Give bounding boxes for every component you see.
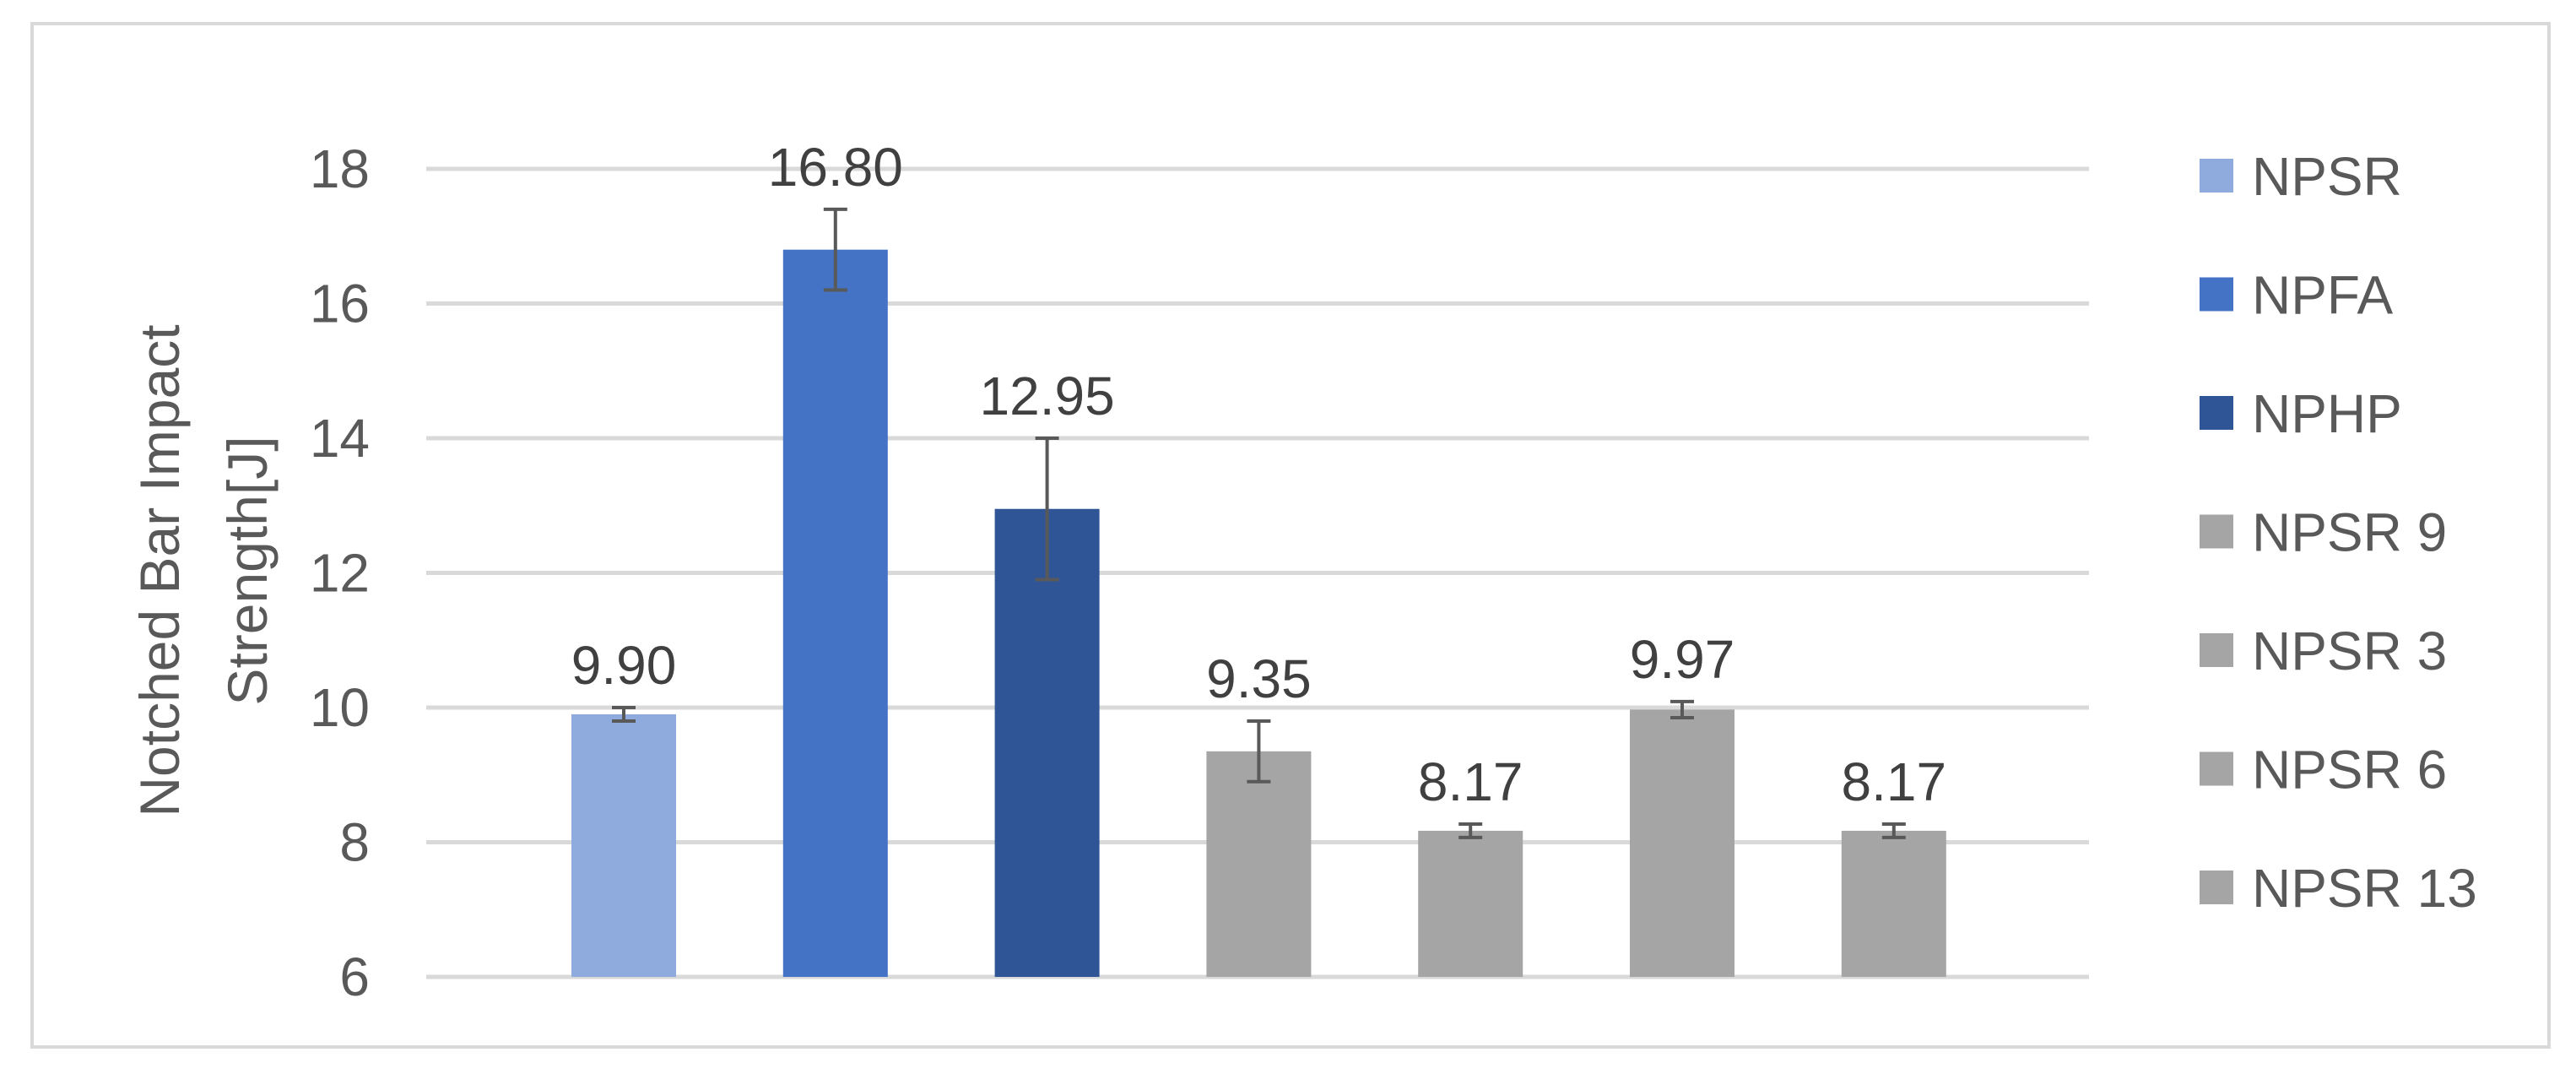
data-labels: 9.90 16.80 12.95 9.35 8.17 9.97 8.17 (571, 137, 1946, 812)
legend-swatch (2200, 633, 2233, 667)
legend-label: NPSR 9 (2252, 502, 2447, 563)
gridlines (426, 166, 2089, 979)
legend-swatch (2200, 751, 2233, 786)
y-tick-label: 16 (310, 274, 370, 334)
legend-label: NPSR 3 (2252, 621, 2447, 681)
y-tick-label: 12 (310, 543, 370, 604)
bar (782, 249, 888, 977)
data-label: 9.90 (571, 635, 677, 696)
y-axis-title-line: Notched Bar Impact (128, 324, 191, 816)
bar (1418, 830, 1523, 977)
data-label: 8.17 (1842, 751, 1947, 812)
bar (1206, 751, 1312, 977)
bar (571, 713, 676, 977)
legend-label: NPHP (2252, 383, 2402, 444)
legend-swatch (2200, 159, 2233, 193)
legend-swatch (2200, 396, 2233, 430)
bar (1630, 709, 1734, 977)
y-axis-title-line: Strength[J] (216, 436, 279, 705)
data-label: 9.35 (1206, 648, 1312, 709)
y-tick-label: 10 (310, 677, 370, 738)
data-label: 9.97 (1630, 629, 1735, 690)
legend-label: NPSR 6 (2252, 740, 2447, 800)
legend-swatch (2200, 871, 2233, 904)
legend-swatch (2200, 514, 2233, 549)
data-label: 8.17 (1418, 751, 1523, 812)
y-axis-title: Notched Bar Impact Strength[J] (128, 324, 279, 816)
bar (1841, 830, 1946, 977)
y-axis-title-text: Notched Bar Impact Strength[J] (128, 324, 279, 816)
error-bars (612, 207, 1906, 839)
y-tick-label: 6 (339, 947, 370, 1007)
legend: NPSR NPFA NPHP NPSR 9 NPSR 3 NPSR 6 NPSR 13 (2200, 146, 2477, 919)
legend-swatch (2200, 277, 2233, 312)
bars (571, 249, 1946, 977)
y-tick-label: 14 (310, 408, 370, 469)
y-axis-ticks: 6 8 10 12 14 16 18 (310, 138, 370, 1007)
legend-label: NPFA (2252, 265, 2393, 326)
bar (994, 508, 1100, 977)
legend-label: NPSR (2252, 146, 2402, 207)
legend-label: NPSR 13 (2252, 858, 2477, 919)
data-label: 16.80 (768, 137, 903, 198)
data-label: 12.95 (980, 366, 1115, 426)
y-tick-label: 8 (339, 812, 370, 873)
y-tick-label: 18 (310, 138, 370, 199)
